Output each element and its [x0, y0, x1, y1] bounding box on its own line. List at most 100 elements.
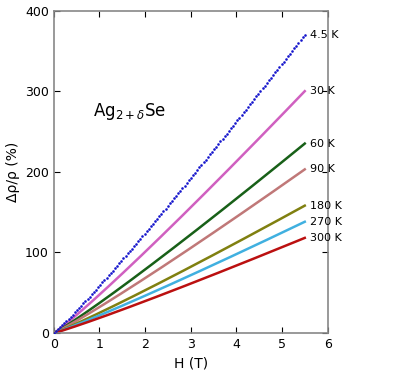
Point [207, 152, 213, 158]
Point [281, 59, 287, 65]
Point [55, 326, 61, 332]
Point [53, 328, 59, 334]
Point [247, 102, 253, 108]
Text: 90 K: 90 K [310, 164, 335, 174]
Point [78, 303, 84, 309]
Point [236, 115, 242, 121]
Point [116, 260, 122, 266]
Point [241, 109, 247, 115]
Point [228, 125, 234, 131]
Point [68, 314, 74, 320]
Point [299, 35, 306, 41]
Point [205, 154, 211, 160]
Point [120, 255, 127, 261]
Point [213, 144, 219, 150]
Point [137, 236, 143, 242]
Point [242, 107, 249, 113]
Point [262, 83, 268, 89]
Text: 30 K: 30 K [310, 86, 335, 96]
Point [285, 53, 291, 59]
Point [61, 320, 68, 326]
Point [59, 322, 65, 328]
Point [177, 188, 184, 194]
Point [268, 75, 274, 81]
Point [276, 64, 283, 70]
Point [82, 298, 88, 304]
Point [156, 213, 162, 219]
Point [253, 94, 259, 100]
Point [66, 316, 72, 322]
Point [222, 133, 228, 139]
Point [255, 91, 261, 97]
Point [122, 253, 129, 259]
Point [289, 48, 295, 54]
Point [266, 77, 272, 83]
Point [264, 80, 270, 86]
Point [89, 291, 95, 297]
Point [143, 228, 150, 234]
Point [135, 238, 141, 244]
Point [125, 250, 131, 256]
Point [184, 180, 190, 186]
Point [301, 32, 308, 38]
Point [196, 164, 202, 170]
Point [211, 146, 217, 152]
Point [194, 167, 200, 173]
Point [162, 206, 169, 212]
Point [291, 45, 298, 51]
Point [129, 246, 135, 252]
Point [251, 96, 257, 102]
Text: 180 K: 180 K [310, 201, 342, 211]
Point [182, 182, 188, 188]
Point [173, 193, 179, 199]
Y-axis label: Δρ/ρ (%): Δρ/ρ (%) [6, 142, 20, 202]
Text: 4.5 K: 4.5 K [310, 30, 339, 40]
Point [63, 318, 70, 324]
Point [127, 248, 133, 254]
Point [160, 208, 167, 214]
Point [51, 330, 57, 336]
Point [106, 272, 112, 278]
Point [158, 211, 165, 217]
Point [215, 141, 222, 147]
Text: Ag$_{2+\delta}$Se: Ag$_{2+\delta}$Se [93, 101, 166, 122]
Point [232, 120, 238, 126]
Point [171, 195, 177, 201]
Point [95, 284, 101, 290]
Point [74, 307, 80, 313]
Point [245, 104, 251, 110]
Point [249, 99, 255, 105]
Point [86, 294, 93, 300]
Point [274, 67, 281, 73]
Point [91, 289, 97, 295]
Point [234, 117, 241, 123]
Point [200, 159, 207, 165]
Point [270, 72, 276, 78]
Point [217, 138, 224, 144]
Point [179, 185, 185, 191]
Point [185, 177, 192, 183]
Point [112, 265, 118, 271]
Point [99, 279, 105, 285]
Point [57, 324, 63, 331]
Point [80, 300, 86, 306]
Point [145, 226, 152, 232]
Point [295, 40, 301, 46]
Text: 300 K: 300 K [310, 233, 342, 243]
X-axis label: H (T): H (T) [174, 356, 208, 370]
Point [272, 70, 278, 76]
Point [230, 123, 236, 129]
Point [97, 282, 103, 288]
Point [133, 241, 139, 247]
Point [152, 218, 158, 224]
Point [209, 149, 215, 155]
Point [219, 136, 226, 142]
Point [283, 56, 289, 62]
Point [188, 175, 194, 181]
Point [141, 230, 148, 237]
Point [101, 277, 108, 283]
Point [76, 305, 82, 311]
Point [154, 215, 160, 221]
Point [198, 162, 205, 168]
Point [84, 296, 91, 302]
